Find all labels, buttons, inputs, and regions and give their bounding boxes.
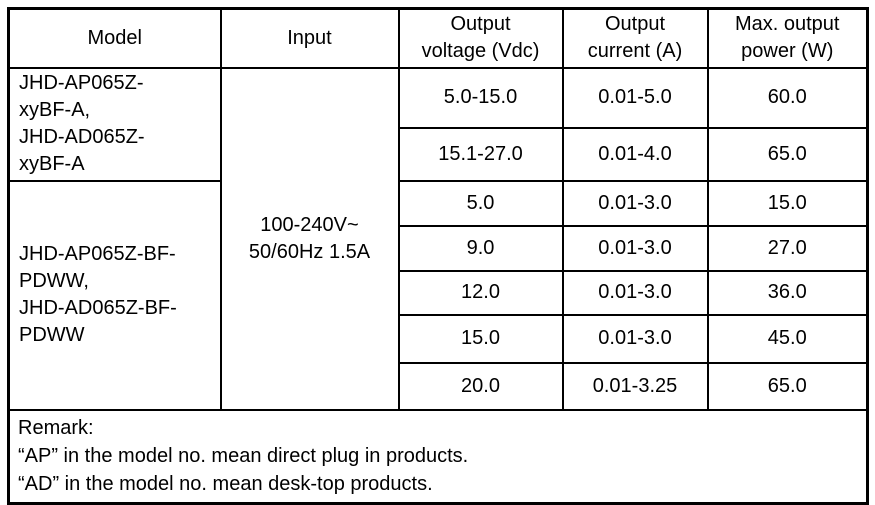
table-row: 15.1-27.0 0.01-4.0 65.0 — [9, 126, 869, 182]
current-cell: 0.01-3.25 — [561, 361, 709, 411]
voltage-cell: 20.0 — [397, 361, 564, 411]
power-cell: 45.0 — [706, 313, 869, 364]
power-cell: 65.0 — [706, 361, 869, 411]
table-row: JHD-AP065Z- xyBF-A, JHD-AD065Z- xyBF-A 1… — [7, 66, 869, 411]
column-header-output-voltage: Output voltage (Vdc) — [397, 7, 564, 69]
column-header-model: Model — [7, 7, 222, 69]
voltage-cell: 12.0 — [397, 269, 564, 316]
voltage-cell: 15.1-27.0 — [397, 126, 564, 182]
input-cell: 100-240V~ 50/60Hz 1.5A — [219, 66, 400, 411]
column-header-max-power: Max. output power (W) — [706, 7, 869, 69]
power-cell: 15.0 — [706, 179, 869, 227]
power-cell: 60.0 — [706, 66, 869, 129]
power-spec-table: Model Input Output voltage (Vdc) Output … — [7, 7, 869, 505]
table-row: 20.0 0.01-3.25 65.0 — [9, 361, 869, 411]
current-cell: 0.01-3.0 — [561, 269, 709, 316]
voltage-cell: 15.0 — [397, 313, 564, 364]
voltage-cell: 5.0 — [397, 179, 564, 227]
column-header-output-current: Output current (A) — [561, 7, 709, 69]
current-cell: 0.01-3.0 — [561, 313, 709, 364]
power-cell: 27.0 — [706, 224, 869, 272]
voltage-cell: 5.0-15.0 — [397, 66, 564, 129]
table-row: 15.0 0.01-3.0 45.0 — [9, 313, 869, 364]
remark-row: Remark: “AP” in the model no. mean direc… — [7, 408, 869, 504]
power-cell: 65.0 — [706, 126, 869, 182]
table-row: 12.0 0.01-3.0 36.0 — [9, 269, 869, 316]
current-cell: 0.01-4.0 — [561, 126, 709, 182]
current-cell: 0.01-3.0 — [561, 224, 709, 272]
current-cell: 0.01-3.0 — [561, 179, 709, 227]
model-cell-pdww: JHD-AP065Z-BF- PDWW, JHD-AD065Z-BF- PDWW — [7, 179, 222, 411]
table-row: 9.0 0.01-3.0 27.0 — [9, 224, 869, 272]
voltage-cell: 9.0 — [397, 224, 564, 272]
header-row: Model Input Output voltage (Vdc) Output … — [7, 7, 869, 69]
table-row: JHD-AP065Z-BF- PDWW, JHD-AD065Z-BF- PDWW… — [7, 179, 869, 411]
remark-text: Remark: “AP” in the model no. mean direc… — [7, 408, 869, 504]
power-cell: 36.0 — [706, 269, 869, 316]
column-header-input: Input — [219, 7, 400, 69]
current-cell: 0.01-5.0 — [561, 66, 709, 129]
model-cell-xybf: JHD-AP065Z- xyBF-A, JHD-AD065Z- xyBF-A — [7, 66, 222, 182]
